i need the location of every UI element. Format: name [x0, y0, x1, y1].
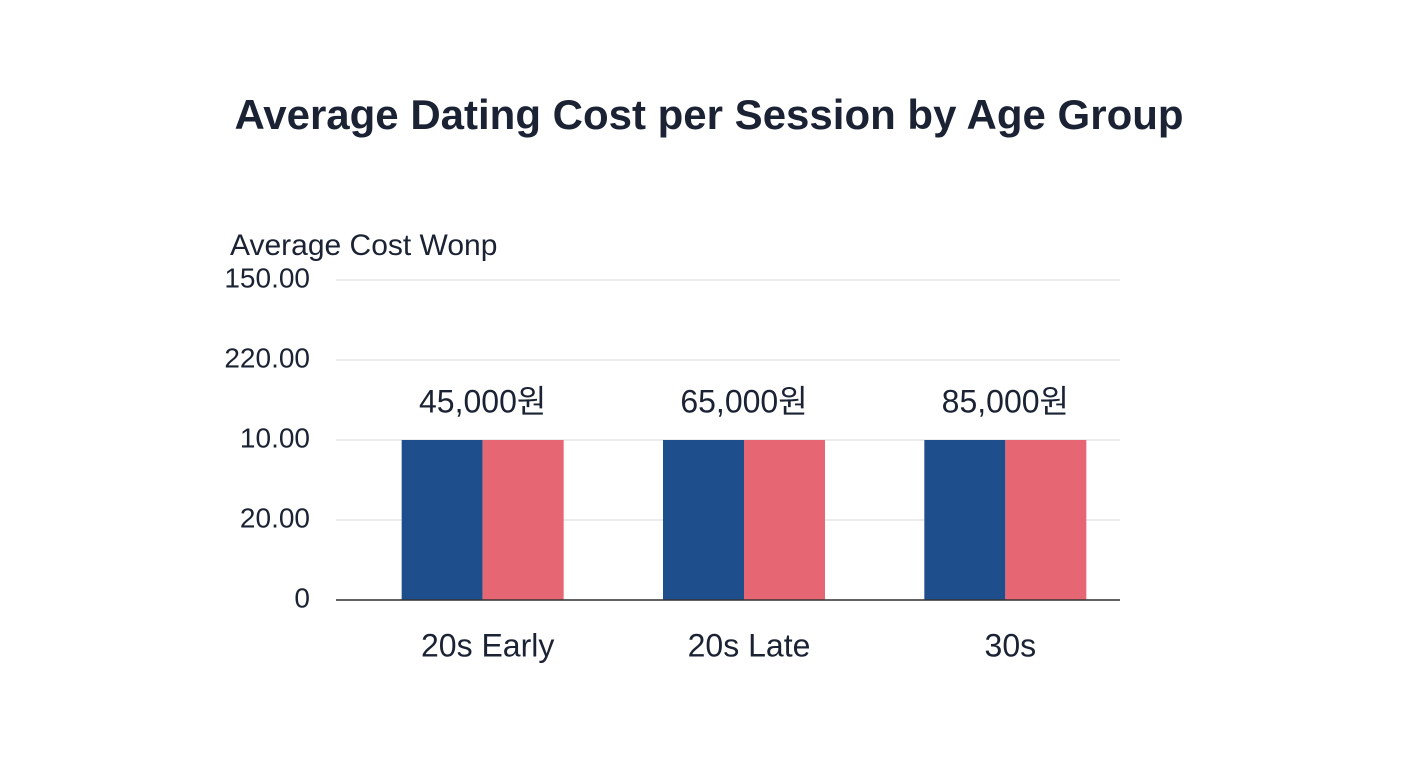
group-label: 85,000원 [942, 383, 1069, 419]
group-label: 45,000원 [419, 383, 546, 419]
bar [924, 440, 1006, 600]
y-tick-label: 220.00 [224, 342, 310, 373]
bar [744, 440, 825, 600]
x-tick-label: 20s Early [421, 627, 554, 663]
x-tick-label: 30s [985, 627, 1037, 663]
y-tick-label: 150.00 [224, 262, 310, 293]
y-tick-label: 20.00 [240, 502, 310, 533]
y-tick-label: 10.00 [240, 422, 310, 453]
y-tick-label: 0 [294, 582, 310, 613]
bar [482, 440, 564, 600]
bar [1005, 440, 1087, 600]
y-axis-label: Average Cost Wonp [230, 229, 497, 262]
x-tick-label: 20s Late [688, 627, 811, 663]
chart-title: Average Dating Cost per Session by Age G… [234, 91, 1183, 138]
bar [401, 440, 483, 600]
group-label: 65,000원 [680, 383, 807, 419]
bar [663, 440, 744, 600]
